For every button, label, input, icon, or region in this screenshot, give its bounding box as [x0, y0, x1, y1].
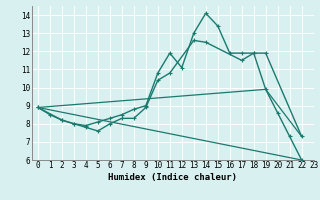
X-axis label: Humidex (Indice chaleur): Humidex (Indice chaleur) [108, 173, 237, 182]
